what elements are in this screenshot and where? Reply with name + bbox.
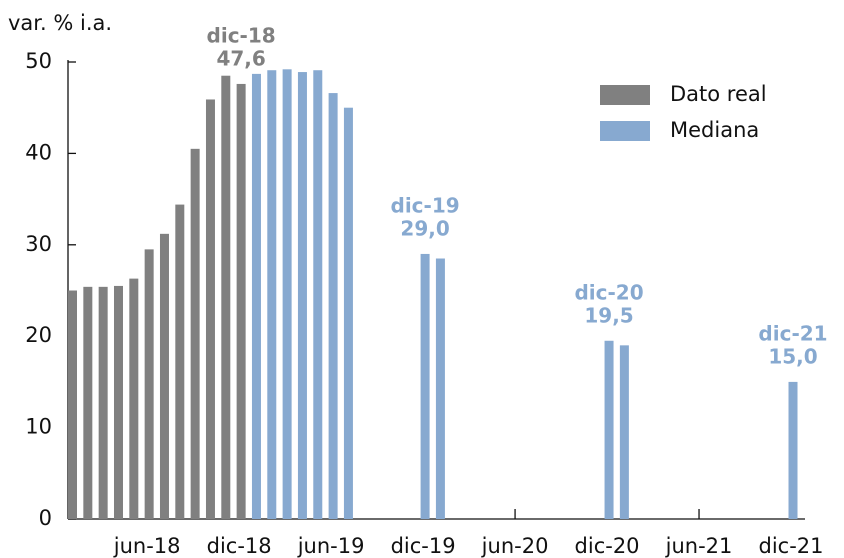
- x-tick-label: jun-21: [665, 534, 733, 558]
- x-tick-label: jun-19: [297, 534, 365, 558]
- bar: [343, 107, 353, 519]
- legend-label: Dato real: [670, 82, 767, 106]
- bar: [159, 233, 169, 519]
- x-tick-label: dic-19: [391, 534, 456, 558]
- annotation-date: dic-20: [574, 280, 643, 304]
- y-axis-label: var. % i.a.: [8, 11, 112, 35]
- y-tick-label: 0: [39, 506, 52, 530]
- bar: [619, 345, 629, 519]
- annotation-date: dic-18: [207, 23, 276, 47]
- bar: [190, 148, 200, 519]
- legend-label: Mediana: [670, 118, 759, 142]
- bar: [98, 286, 108, 519]
- bar: [221, 75, 231, 520]
- data-label: 47,6: [216, 46, 265, 70]
- y-tick-label: 10: [25, 415, 52, 439]
- bar: [267, 70, 277, 519]
- y-tick-label: 40: [25, 140, 52, 164]
- y-tick-label: 30: [25, 232, 52, 256]
- x-tick-label: dic-20: [575, 534, 640, 558]
- data-label: 15,0: [768, 344, 817, 368]
- y-tick-label: 20: [25, 323, 52, 347]
- bar: [236, 83, 246, 519]
- bar: [604, 340, 614, 519]
- bar: [420, 253, 430, 519]
- y-tick-label: 50: [25, 49, 52, 73]
- data-label: 19,5: [584, 303, 633, 327]
- bar: [113, 285, 123, 519]
- bar: [282, 69, 292, 519]
- x-tick-label: dic-18: [207, 534, 272, 558]
- bar: [205, 99, 215, 519]
- legend-swatch: [600, 121, 650, 141]
- bar: [129, 278, 139, 519]
- bar: [175, 204, 185, 520]
- bar: [313, 70, 323, 519]
- bar: [83, 286, 93, 519]
- bar: [144, 249, 154, 519]
- bar: [788, 381, 798, 519]
- bar: [328, 93, 338, 520]
- bar: [435, 258, 445, 519]
- x-tick-label: jun-20: [481, 534, 549, 558]
- annotation-date: dic-19: [391, 193, 460, 217]
- legend-swatch: [600, 85, 650, 105]
- bar: [297, 72, 307, 519]
- bar: [251, 73, 261, 520]
- bar: [68, 290, 77, 519]
- x-tick-label: dic-21: [759, 534, 824, 558]
- data-label: 29,0: [400, 216, 449, 240]
- x-tick-label: jun-18: [113, 534, 181, 558]
- annotation-date: dic-21: [758, 321, 827, 345]
